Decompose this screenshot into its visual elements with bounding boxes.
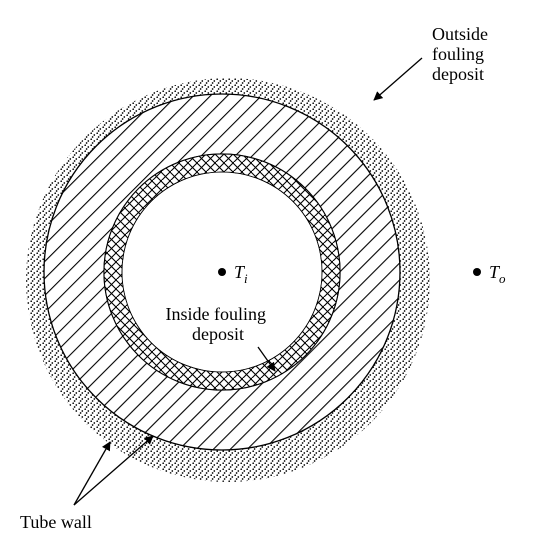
label-outside-fouling: Outside fouling deposit: [432, 24, 493, 84]
fouling-cross-section-diagram: Ti To Outside fouling deposit Inside fou…: [0, 0, 535, 543]
label-tube-wall: Tube wall: [20, 512, 92, 532]
point-ti: [218, 268, 226, 276]
arrow-outside-fouling: [374, 58, 422, 100]
point-to: [473, 268, 481, 276]
arrow-tube-wall-a: [74, 442, 110, 505]
label-to: To: [489, 262, 506, 286]
